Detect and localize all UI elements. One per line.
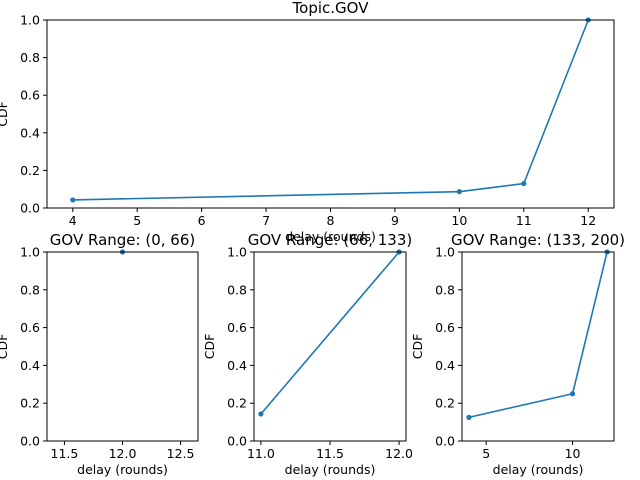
y-tick-label: 0.0 (227, 434, 247, 449)
y-tick-label: 1.0 (20, 245, 40, 260)
chart-panel-2: 11.5 12.0 12.5 0.0 0.2 0.4 0.6 0.8 1.0 GOV Range:… (0, 231, 199, 477)
y-tick-label: 0.0 (20, 434, 40, 449)
x-tick-label: 12.0 (109, 446, 137, 461)
x-axis-label: delay (rounds) (77, 462, 168, 477)
y-tick-label: 0.2 (20, 163, 40, 178)
chart-panel-1: 4 5 6 7 8 9 10 11 12 0.0 0.2 0.4 0.6 0.8 1.0 Topic.GOV d… (0, 0, 615, 244)
y-axis-label: CDF (0, 101, 10, 127)
axes-frame (46, 251, 199, 442)
axes-frame (253, 251, 407, 442)
series-line (260, 251, 400, 415)
y-axis-label: CDF (0, 334, 10, 360)
y-axis-label: CDF (202, 334, 217, 360)
chart-title: GOV Range: (133, 200) (451, 231, 625, 249)
y-tick-label: 0.6 (20, 88, 40, 103)
x-tick-label: 11.0 (247, 446, 275, 461)
chart-title: Topic.GOV (292, 0, 370, 17)
chart-title: GOV Range: (0, 66) (50, 231, 195, 249)
y-tick-label: 1.0 (20, 13, 40, 28)
y-tick-label: 0.4 (20, 358, 40, 373)
data-point (569, 391, 576, 397)
x-axis-label: delay (rounds) (285, 462, 376, 477)
x-tick-label: 10 (451, 213, 467, 228)
x-tick-label: 11 (516, 213, 532, 228)
y-axis-label: CDF (410, 334, 425, 360)
y-tick-label: 0.4 (435, 358, 455, 373)
y-tick-label: 1.0 (435, 245, 455, 260)
x-tick-label: 9 (391, 213, 399, 228)
y-tick-label: 0.2 (20, 396, 40, 411)
x-tick-label: 10 (565, 446, 581, 461)
x-tick-label: 4 (69, 213, 77, 228)
x-tick-label: 5 (482, 446, 490, 461)
y-tick-label: 1.0 (227, 245, 247, 260)
x-tick-label: 11.5 (51, 446, 79, 461)
x-tick-label: 6 (198, 213, 206, 228)
y-tick-label: 0.0 (20, 201, 40, 216)
y-tick-label: 0.8 (435, 282, 455, 297)
axes-frame (46, 19, 615, 209)
y-tick-label: 0.8 (227, 282, 247, 297)
x-axis-label: delay (rounds) (493, 462, 584, 477)
x-tick-label: 12.5 (167, 446, 195, 461)
chart-title: GOV Range: (66, 133) (248, 231, 413, 249)
series-line (72, 19, 589, 201)
y-tick-label: 0.4 (227, 358, 247, 373)
y-tick-label: 0.8 (20, 50, 40, 65)
y-tick-label: 0.6 (435, 320, 455, 335)
x-tick-label: 11.5 (316, 446, 344, 461)
x-tick-label: 12 (580, 213, 596, 228)
x-axis-label: delay (rounds) (285, 229, 376, 244)
y-tick-label: 0.6 (227, 320, 247, 335)
x-tick-label: 8 (327, 213, 335, 228)
y-tick-label: 0.4 (20, 125, 40, 140)
data-point (258, 411, 264, 417)
x-tick-label: 12.0 (385, 446, 413, 461)
y-tick-label: 0.2 (227, 396, 247, 411)
series-line (468, 251, 608, 419)
data-point (456, 189, 462, 195)
data-point (70, 197, 76, 203)
y-tick-label: 0.2 (435, 396, 455, 411)
data-point (466, 414, 472, 420)
x-tick-label: 7 (262, 213, 270, 228)
data-point (521, 180, 527, 187)
y-tick-label: 0.0 (435, 434, 455, 449)
y-tick-label: 0.6 (20, 320, 40, 335)
x-tick-label: 5 (133, 213, 141, 228)
y-tick-label: 0.8 (20, 282, 40, 297)
axes-frame (461, 251, 615, 442)
